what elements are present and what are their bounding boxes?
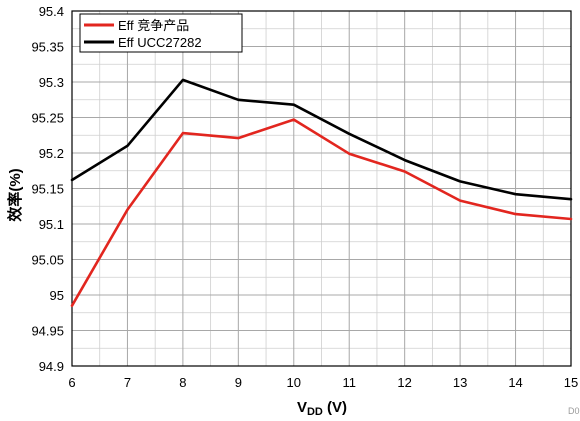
x-tick-label: 15 <box>564 375 578 390</box>
y-tick-label: 95 <box>50 288 64 303</box>
y-tick-label: 95.05 <box>31 253 64 268</box>
x-axis-ticks: 6 7 8 9 10 11 12 13 14 15 <box>68 375 578 390</box>
y-tick-label: 95.4 <box>39 4 64 19</box>
y-tick-label: 94.9 <box>39 359 64 374</box>
x-axis-title: VDD (V) <box>297 399 347 418</box>
x-axis-title-unit: (V) <box>323 399 347 416</box>
y-tick-label: 95.2 <box>39 146 64 161</box>
x-axis-title-subscript: DD <box>307 406 323 418</box>
watermark-text: D0 <box>568 406 580 416</box>
y-tick-label: 95.1 <box>39 217 64 232</box>
y-tick-label: 94.95 <box>31 324 64 339</box>
series-line-competitor <box>70 118 573 308</box>
x-tick-label: 10 <box>287 375 301 390</box>
x-tick-label: 11 <box>342 375 356 390</box>
y-tick-label: 95.3 <box>39 75 64 90</box>
x-tick-label: 7 <box>124 375 131 390</box>
x-tick-label: 13 <box>453 375 467 390</box>
y-tick-label: 95.25 <box>31 111 64 126</box>
y-tick-label: 95.15 <box>31 182 64 197</box>
legend-box <box>79 13 243 53</box>
x-axis-title-main: V <box>297 399 307 416</box>
y-axis-title: 效率(%) <box>6 168 24 221</box>
y-tick-label: 95.35 <box>31 40 64 55</box>
legend-label-competitor: Eff 竞争产品 <box>118 18 189 33</box>
plot-frame <box>71 10 572 367</box>
legend-label-ucc27282: Eff UCC27282 <box>118 35 202 50</box>
x-tick-label: 6 <box>68 375 75 390</box>
series-line-ucc27282 <box>70 78 573 201</box>
series-lines <box>70 78 573 308</box>
x-tick-label: 12 <box>397 375 411 390</box>
legend: Eff 竞争产品 Eff UCC27282 <box>79 13 243 53</box>
x-tick-label: 9 <box>235 375 242 390</box>
x-tick-label: 8 <box>179 375 186 390</box>
y-axis-ticks: 94.9 94.95 95 95.05 95.1 95.15 95.2 95.25 95.3 95… <box>31 4 64 374</box>
x-tick-label: 14 <box>508 375 522 390</box>
